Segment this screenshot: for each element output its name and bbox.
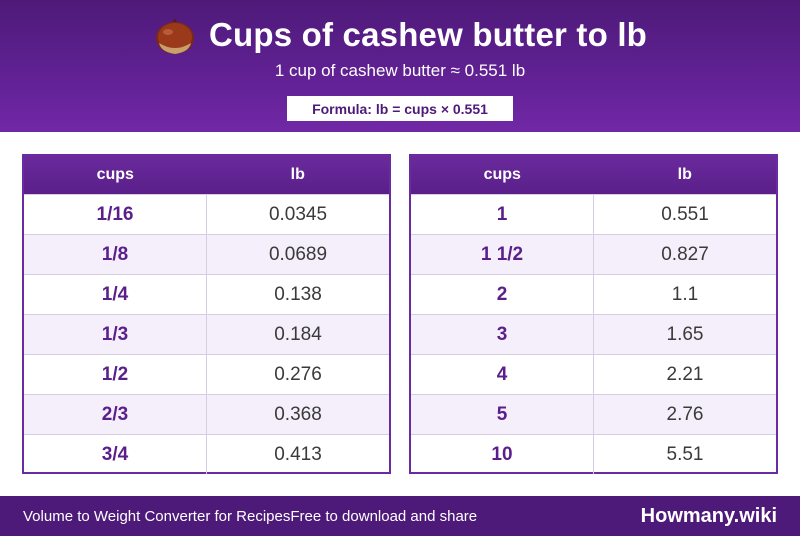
lb-cell: 2.21 bbox=[666, 363, 704, 385]
column-header-cups: cups bbox=[483, 166, 521, 183]
cups-cell: 1/2 bbox=[24, 355, 207, 394]
table-row: 1/3 0.184 bbox=[24, 314, 389, 354]
lb-cell: 0.184 bbox=[274, 323, 322, 345]
title-row: Cups of cashew butter to lb bbox=[0, 12, 800, 58]
table-header: cups lb bbox=[411, 156, 776, 194]
footer-bar: Volume to Weight Converter for Recipes F… bbox=[0, 496, 800, 536]
table-row: 1 0.551 bbox=[411, 194, 776, 234]
table-row: 1/8 0.0689 bbox=[24, 234, 389, 274]
table-row: 1 1/2 0.827 bbox=[411, 234, 776, 274]
cups-cell: 1/16 bbox=[24, 195, 207, 234]
table-row: 2/3 0.368 bbox=[24, 394, 389, 434]
lb-cell: 1.65 bbox=[666, 323, 704, 345]
header-banner: Cups of cashew butter to lb 1 cup of cas… bbox=[0, 0, 800, 132]
cups-cell: 5 bbox=[411, 395, 594, 434]
cups-cell: 1/8 bbox=[24, 235, 207, 274]
conversion-table-right: cups lb 1 0.551 1 1/2 0.827 2 1.1 3 1.65… bbox=[409, 154, 778, 474]
cups-cell: 1 bbox=[411, 195, 594, 234]
footer-tagline: Volume to Weight Converter for Recipes bbox=[23, 507, 291, 525]
cups-cell: 1/4 bbox=[24, 275, 207, 314]
cups-cell: 3 bbox=[411, 315, 594, 354]
lb-cell: 2.76 bbox=[666, 403, 704, 425]
lb-cell: 0.551 bbox=[661, 203, 709, 225]
cups-cell: 1/3 bbox=[24, 315, 207, 354]
lb-cell: 0.276 bbox=[274, 363, 322, 385]
table-row: 2 1.1 bbox=[411, 274, 776, 314]
chestnut-icon bbox=[155, 18, 194, 54]
brand-name[interactable]: Howmany.wiki bbox=[640, 504, 777, 527]
formula-box: Formula: lb = cups × 0.551 bbox=[287, 96, 513, 121]
table-header: cups lb bbox=[24, 156, 389, 194]
table-row: 3/4 0.413 bbox=[24, 434, 389, 474]
page-title: Cups of cashew butter to lb bbox=[208, 16, 648, 53]
conversion-table-left: cups lb 1/16 0.0345 1/8 0.0689 1/4 0.138… bbox=[22, 154, 391, 474]
lb-cell: 0.0345 bbox=[268, 203, 328, 225]
table-row: 1/16 0.0345 bbox=[24, 194, 389, 234]
column-header-lb: lb bbox=[290, 166, 305, 183]
lb-cell: 0.827 bbox=[661, 243, 709, 265]
page-subtitle: 1 cup of cashew butter ≈ 0.551 lb bbox=[274, 61, 526, 80]
lb-cell: 1.1 bbox=[671, 283, 699, 305]
table-row: 10 5.51 bbox=[411, 434, 776, 474]
cups-cell: 10 bbox=[411, 435, 594, 474]
table-row: 4 2.21 bbox=[411, 354, 776, 394]
cups-cell: 3/4 bbox=[24, 435, 207, 474]
lb-cell: 0.368 bbox=[274, 403, 322, 425]
column-header-cups: cups bbox=[96, 166, 134, 183]
lb-cell: 5.51 bbox=[666, 443, 704, 465]
cups-cell: 4 bbox=[411, 355, 594, 394]
column-header-lb: lb bbox=[677, 166, 692, 183]
table-row: 3 1.65 bbox=[411, 314, 776, 354]
lb-cell: 0.413 bbox=[274, 443, 322, 465]
table-row: 5 2.76 bbox=[411, 394, 776, 434]
lb-cell: 0.138 bbox=[274, 283, 322, 305]
cups-cell: 2/3 bbox=[24, 395, 207, 434]
cups-cell: 2 bbox=[411, 275, 594, 314]
table-row: 1/4 0.138 bbox=[24, 274, 389, 314]
table-row: 1/2 0.276 bbox=[24, 354, 389, 394]
cups-cell: 1 1/2 bbox=[411, 235, 594, 274]
footer-note: Free to download and share bbox=[290, 507, 478, 525]
lb-cell: 0.0689 bbox=[268, 243, 328, 265]
